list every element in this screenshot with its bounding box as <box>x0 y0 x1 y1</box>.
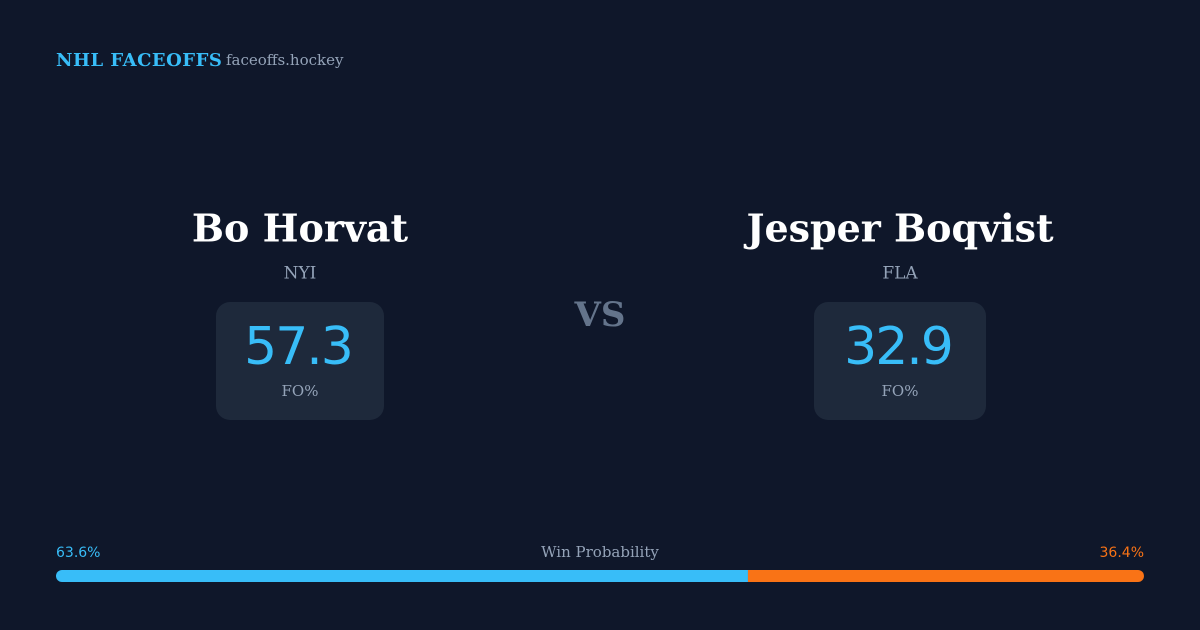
win-prob-label: Win Probability <box>541 543 659 561</box>
win-prob-segment <box>56 570 748 582</box>
win-prob-bar <box>56 570 1144 582</box>
player-name: Bo Horvat <box>192 206 409 251</box>
stat-card <box>814 302 986 420</box>
win-prob-segment <box>747 570 1144 582</box>
fo-value: 57.3 <box>244 317 352 377</box>
vs: VS <box>574 295 626 335</box>
player-team: FLA <box>882 264 918 284</box>
site: faceoffs.hockey <box>226 51 344 69</box>
fo-label: FO% <box>882 382 919 400</box>
brand: NHL FACEOFFS <box>56 50 222 71</box>
win-prob-left: 63.6% <box>56 545 100 561</box>
player-team: NYI <box>284 264 317 284</box>
fo-label: FO% <box>282 382 319 400</box>
stat-card <box>216 302 384 420</box>
fo-value: 32.9 <box>844 317 952 377</box>
win-prob-right: 36.4% <box>1100 545 1144 561</box>
player-name: Jesper Boqvist <box>743 206 1053 251</box>
